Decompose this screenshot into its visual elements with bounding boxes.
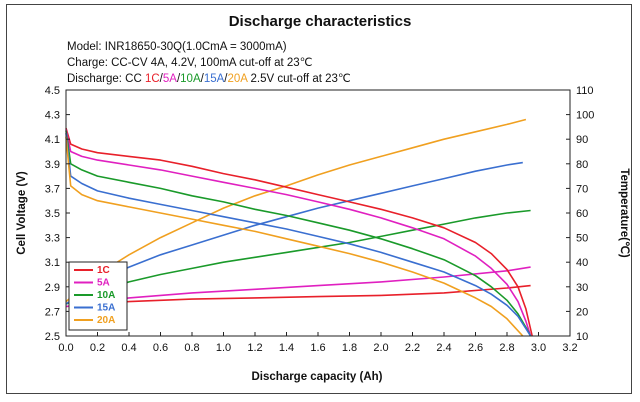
legend-label: 15A	[97, 303, 115, 314]
x-tick-label: 0.6	[153, 342, 168, 354]
y-right-tick-label: 100	[576, 110, 594, 122]
x-tick-label: 3.0	[531, 342, 546, 354]
x-tick-label: 3.2	[562, 342, 577, 354]
x-tick-label: 1.0	[216, 342, 231, 354]
y-left-tick-label: 4.5	[45, 85, 60, 97]
temperature-line-15A	[65, 161, 523, 305]
y-left-tick-label: 4.3	[45, 110, 60, 122]
y-left-tick-label: 4.1	[45, 134, 60, 146]
y-right-tick-label: 20	[576, 306, 588, 318]
x-tick-label: 1.2	[247, 342, 262, 354]
y-right-tick-label: 40	[576, 257, 588, 269]
info-charge: Charge: CC-CV 4A, 4.2V, 100mA cut-off at…	[67, 57, 313, 69]
temperature-line-10A	[65, 209, 531, 305]
discharge-suffix: 2.5V cut-off at 23℃	[247, 73, 351, 85]
x-tick-label: 0.0	[58, 342, 73, 354]
discharge-rate-0: 1C	[145, 73, 160, 85]
chart-title: Discharge characteristics	[229, 13, 412, 30]
voltage-line-10A	[65, 130, 532, 337]
y-left-tick-label: 2.5	[45, 331, 60, 343]
x-tick-label: 1.6	[310, 342, 325, 354]
y-left-tick-label: 3.1	[45, 257, 60, 269]
y-left-tick-label: 3.3	[45, 233, 60, 245]
y-left-tick-label: 3.5	[45, 208, 60, 220]
y-axis-right-label: Temperature(℃)	[618, 168, 631, 258]
discharge-rate-4: 10A	[180, 73, 201, 85]
y-right-tick-label: 110	[576, 85, 594, 97]
temperature-line-5A	[65, 266, 531, 308]
legend-label: 5A	[97, 278, 110, 289]
x-tick-label: 0.8	[184, 342, 199, 354]
discharge-rate-6: 15A	[204, 73, 225, 85]
y-right-tick-label: 60	[576, 208, 588, 220]
x-axis-label: Discharge capacity (Ah)	[251, 371, 382, 383]
y-left-tick-label: 2.7	[45, 306, 60, 318]
legend-label: 1C	[97, 265, 110, 276]
info-discharge: Discharge: CC 1C/5A/10A/15A/20A 2.5V cut…	[67, 73, 351, 85]
y-left-tick-label: 3.7	[45, 183, 60, 195]
x-tick-label: 0.2	[90, 342, 105, 354]
legend-label: 20A	[97, 315, 115, 326]
y-left-tick-label: 2.9	[45, 282, 60, 294]
voltage-line-20A	[65, 136, 524, 337]
x-tick-label: 1.4	[279, 342, 294, 354]
discharge-rate-3: /	[177, 73, 181, 85]
discharge-rate-8: 20A	[228, 73, 249, 85]
y-right-tick-label: 80	[576, 159, 588, 171]
x-tick-label: 2.2	[405, 342, 420, 354]
y-right-tick-label: 50	[576, 233, 588, 245]
y-right-tick-label: 10	[576, 331, 588, 343]
discharge-rate-1: /	[160, 73, 164, 85]
y-right-tick-label: 70	[576, 183, 588, 195]
y-left-tick-label: 3.9	[45, 159, 60, 171]
discharge-prefix: Discharge: CC	[67, 73, 145, 85]
x-tick-label: 2.4	[436, 342, 451, 354]
temperature-line-20A	[65, 118, 527, 303]
axes: 0.0 0.2 0.4 0.6 0.8 1.0 1.2 1.4 1.6 1.8 2.0 2.2 2.4 2…	[45, 85, 595, 354]
y-axis-left-label: Cell Voltage (V)	[16, 171, 28, 255]
legend-label: 10A	[97, 290, 115, 301]
x-tick-label: 2.8	[499, 342, 514, 354]
discharge-rate-2: 5A	[163, 73, 177, 85]
discharge-rate-5: /	[201, 73, 205, 85]
x-tick-label: 2.0	[373, 342, 388, 354]
temperature-line-1C	[65, 284, 531, 308]
discharge-rate-7: /	[224, 73, 228, 85]
plot-area	[65, 118, 533, 337]
voltage-line-15A	[65, 132, 532, 337]
x-tick-label: 2.6	[468, 342, 483, 354]
y-right-tick-label: 30	[576, 282, 588, 294]
info-model: Model: INR18650-30Q(1.0CmA = 3000mA)	[67, 41, 287, 53]
voltage-line-5A	[65, 129, 532, 337]
voltage-line-1C	[65, 127, 533, 337]
x-tick-label: 0.4	[121, 342, 136, 354]
x-tick-label: 1.8	[342, 342, 357, 354]
y-right-tick-label: 90	[576, 134, 588, 146]
